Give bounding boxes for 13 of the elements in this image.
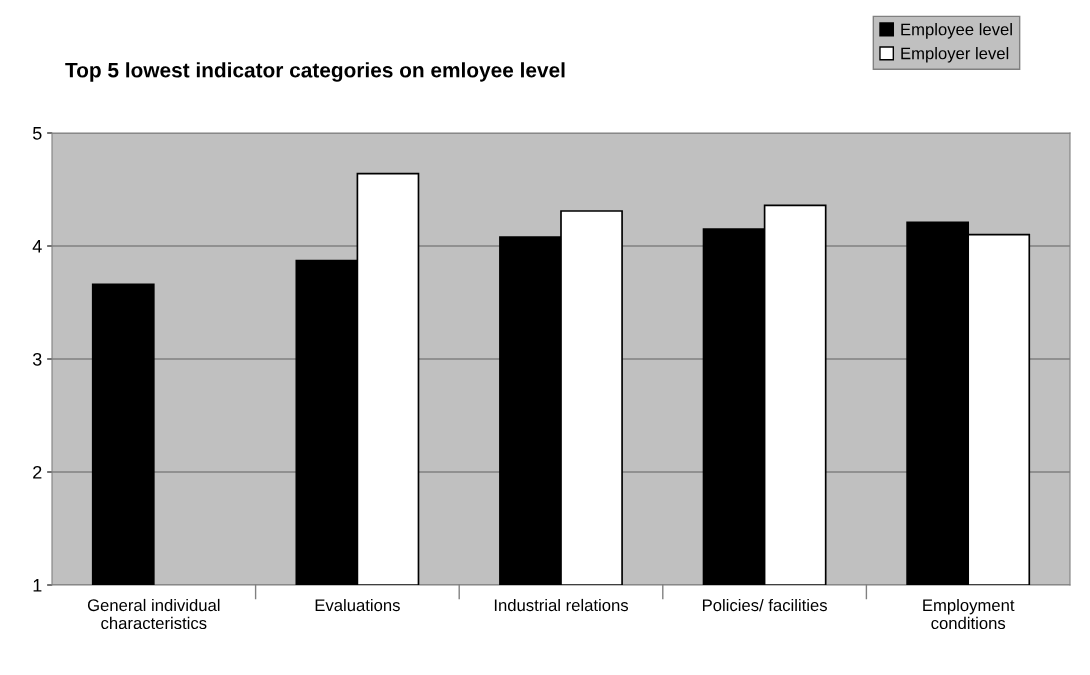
y-tick-label: 3 xyxy=(32,352,42,366)
x-tick-label: Policies/ facilities xyxy=(702,598,827,612)
x-tick-label: Industrial relations xyxy=(494,598,629,612)
y-tick-label: 5 xyxy=(32,127,42,140)
x-tick-label: Employment conditions xyxy=(923,598,1015,630)
y-tick-label: 4 xyxy=(32,240,42,253)
x-tick-label: Evaluations xyxy=(315,598,400,612)
legend-label: Employer level xyxy=(901,47,1009,63)
legend-label: Employee level xyxy=(901,23,1012,39)
x-tick-label: General individual characteristics xyxy=(87,598,220,630)
chart-title: Top 5 lowest indicator categories on emloyee level xyxy=(65,62,565,82)
y-tick-label: 2 xyxy=(33,465,42,479)
y-tick-label: 1 xyxy=(33,579,42,592)
